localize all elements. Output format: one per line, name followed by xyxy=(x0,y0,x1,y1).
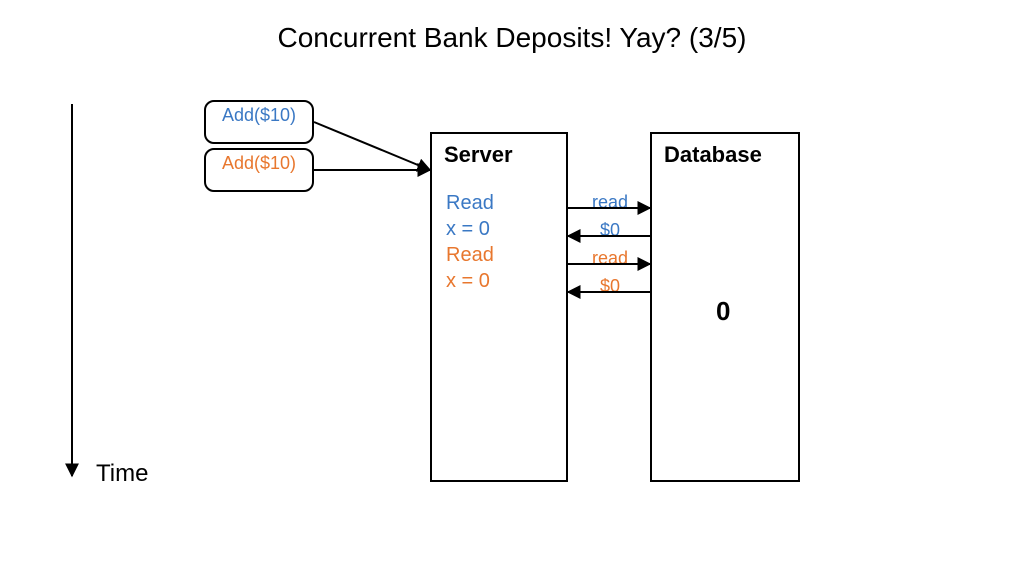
message-label: $0 xyxy=(578,276,642,297)
request-pill-blue-text: Add($10) xyxy=(222,105,296,125)
request-pill-orange: Add($10) xyxy=(204,148,314,192)
request-pill-blue: Add($10) xyxy=(204,100,314,144)
request-pill-orange-text: Add($10) xyxy=(222,153,296,173)
diagram-stage: { "title": "Concurrent Bank Deposits! Ya… xyxy=(0,0,1024,576)
server-line: Read xyxy=(446,190,554,216)
message-label: $0 xyxy=(578,220,642,241)
server-line: Read xyxy=(446,242,554,268)
time-axis-label: Time xyxy=(96,460,148,488)
server-lines: Readx = 0Readx = 0 xyxy=(432,172,566,294)
server-title: Server xyxy=(432,134,566,172)
server-line: x = 0 xyxy=(446,216,554,242)
server-line: x = 0 xyxy=(446,268,554,294)
message-label: read xyxy=(578,192,642,213)
page-title: Concurrent Bank Deposits! Yay? (3/5) xyxy=(0,22,1024,54)
server-box: Server Readx = 0Readx = 0 xyxy=(430,132,568,482)
database-value: 0 xyxy=(716,296,730,327)
database-title: Database xyxy=(652,134,798,172)
message-label: read xyxy=(578,248,642,269)
